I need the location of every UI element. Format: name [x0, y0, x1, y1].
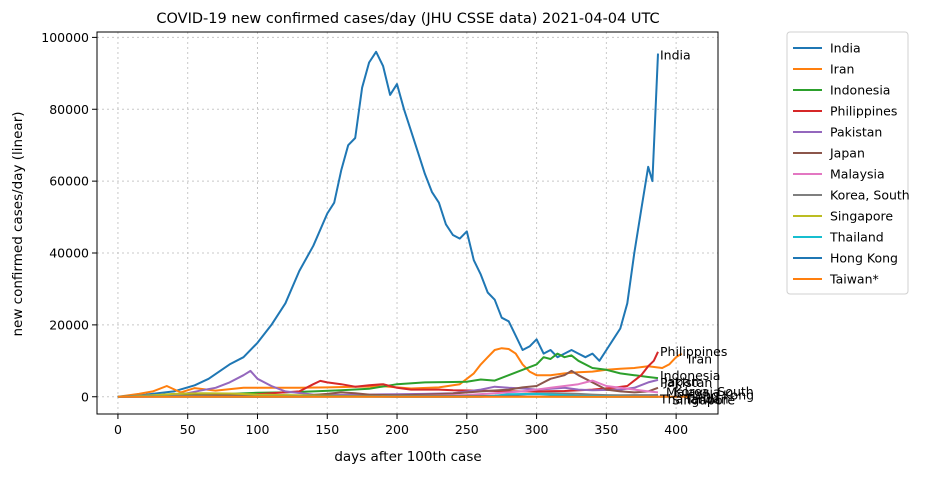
- legend-entry: Philippines: [830, 104, 897, 119]
- legend-entry: Thailand: [829, 230, 884, 245]
- series-end-label: Philippines: [660, 344, 727, 359]
- y-tick-label: 0: [81, 389, 89, 404]
- x-tick-label: 400: [664, 422, 688, 437]
- x-tick-label: 150: [315, 422, 339, 437]
- legend-entry: Indonesia: [830, 83, 890, 98]
- y-tick-label: 20000: [49, 317, 89, 332]
- series-end-label: India: [660, 48, 691, 63]
- legend-entry: Iran: [830, 62, 854, 77]
- legend-entry: India: [830, 41, 861, 56]
- legend-entry: Malaysia: [830, 167, 885, 182]
- y-tick-label: 80000: [49, 102, 89, 117]
- y-axis-label: new confirmed cases/day (linear): [10, 111, 26, 336]
- x-tick-label: 0: [114, 422, 122, 437]
- legend-entry: Pakistan: [830, 125, 882, 140]
- series-line: [118, 52, 658, 397]
- x-tick-label: 250: [455, 422, 479, 437]
- x-tick-label: 300: [525, 422, 549, 437]
- legend-entry: Taiwan*: [829, 272, 879, 287]
- legend-entry: Korea, South: [830, 188, 910, 203]
- legend-entry: Japan: [829, 146, 865, 161]
- plot-area: [97, 32, 718, 414]
- legend-entry: Hong Kong: [830, 251, 898, 266]
- y-tick-label: 60000: [49, 174, 89, 189]
- legend: India Iran Indonesia Philippines Pakistan Jap…: [787, 32, 910, 294]
- y-tick-label: 100000: [41, 30, 89, 45]
- x-tick-label: 350: [594, 422, 618, 437]
- y-tick-label: 40000: [49, 246, 89, 261]
- legend-entry: Singapore: [830, 209, 893, 224]
- x-axis-label: days after 100th case: [334, 449, 481, 465]
- plot-frame: [97, 32, 718, 414]
- x-tick-label: 200: [385, 422, 409, 437]
- series-end-label: Taiwan*: [685, 392, 735, 407]
- x-tick-label: 50: [180, 422, 196, 437]
- x-tick-label: 100: [246, 422, 270, 437]
- chart-title: COVID-19 new confirmed cases/day (JHU CS…: [156, 11, 659, 27]
